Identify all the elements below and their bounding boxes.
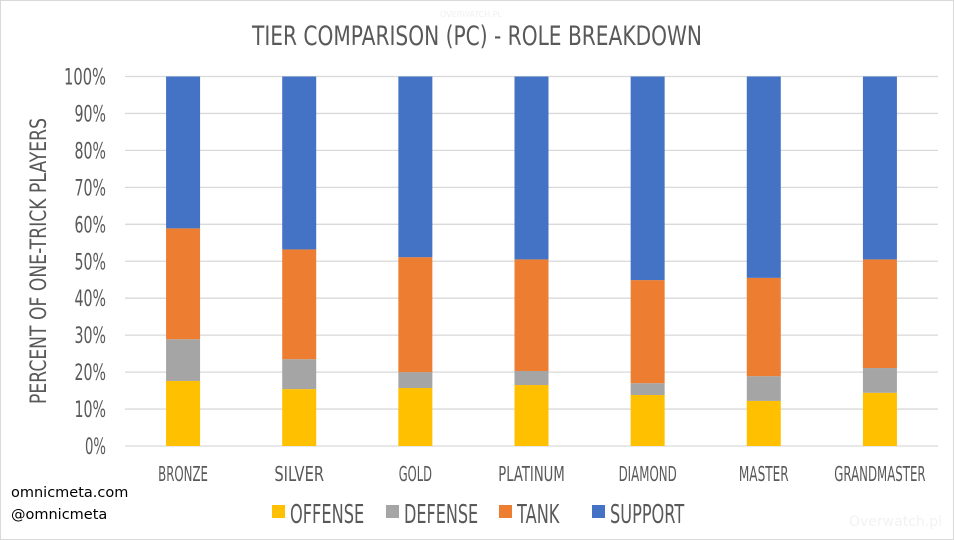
legend-label-defense: DEFENSE [404, 500, 478, 530]
legend-label-support: SUPPORT [610, 500, 684, 530]
y-tick-label: 10% [75, 398, 107, 423]
bar-segment-tank [862, 259, 897, 369]
x-tick-label: DIAMOND [619, 462, 677, 486]
bar-segment-offense [282, 389, 317, 446]
y-tick-label: 30% [75, 324, 107, 349]
x-tick-label: PLATINUM [498, 462, 564, 486]
y-axis-title: PERCENT OF ONE-TRICK PLAYERS [27, 118, 52, 404]
x-tick-label: GRANDMASTER [834, 462, 925, 486]
y-tick-label: 100% [64, 66, 106, 91]
y-tick-label: 70% [75, 176, 107, 201]
bar-segment-support [166, 76, 201, 229]
x-tick-label: BRONZE [158, 462, 208, 486]
x-axis-ticks: BRONZE SILVER GOLD PLATINUM DIAMOND MASTER GRA… [158, 462, 925, 486]
y-tick-label: 50% [75, 250, 107, 275]
bars [166, 76, 897, 446]
bar-segment-defense [862, 368, 897, 393]
bar-segment-support [514, 76, 549, 260]
bar-segment-tank [166, 228, 201, 340]
bar-segment-support [398, 76, 433, 258]
bar-segment-tank [282, 249, 317, 360]
bar-segment-support [862, 76, 897, 260]
chart-title: TIER COMPARISON (PC) - ROLE BREAKDOWN [251, 21, 702, 52]
legend-label-offense: OFFENSE [290, 500, 364, 530]
bar-segment-support [746, 76, 781, 278]
watermark-top: OVERWATCH.PL [440, 10, 502, 19]
y-tick-label: 0% [85, 435, 106, 460]
credit-site: omnicmeta.com [11, 485, 129, 501]
credit-handle: @omnicmeta [11, 507, 108, 523]
y-tick-label: 80% [75, 139, 107, 164]
legend-swatch-offense [272, 505, 285, 518]
bar-segment-offense [746, 400, 781, 446]
x-tick-label: GOLD [399, 462, 432, 486]
bar-segment-support [282, 76, 317, 250]
bar-segment-tank [630, 280, 665, 384]
bar-segment-offense [630, 395, 665, 446]
x-tick-label: SILVER [274, 462, 324, 486]
watermark-bottom-right: Overwatch.pl [849, 514, 942, 530]
bar-segment-defense [282, 359, 317, 390]
bar-segment-defense [630, 383, 665, 396]
y-tick-label: 60% [75, 213, 107, 238]
x-tick-label: MASTER [739, 462, 789, 486]
bar-segment-defense [746, 376, 781, 401]
bar-segment-tank [746, 277, 781, 377]
legend: OFFENSE DEFENSE TANK SUPPORT [272, 500, 684, 530]
bar-segment-offense [862, 392, 897, 446]
bar-segment-offense [398, 387, 433, 446]
legend-label-tank: TANK [516, 500, 560, 530]
y-tick-label: 90% [75, 102, 107, 127]
bar-segment-tank [398, 257, 433, 373]
legend-swatch-tank [499, 505, 512, 518]
bar-segment-defense [166, 339, 201, 381]
bar-segment-support [630, 76, 665, 281]
legend-swatch-defense [386, 505, 399, 518]
bar-segment-offense [166, 380, 201, 446]
bar-segment-defense [398, 372, 433, 388]
y-tick-label: 20% [75, 361, 107, 386]
bar-segment-defense [514, 370, 549, 386]
bar-segment-offense [514, 385, 549, 446]
bar-segment-tank [514, 259, 549, 371]
y-axis-ticks: 0% 10% 20% 30% 40% 50% 60% 70% 80% 90% 100% [64, 66, 106, 461]
y-tick-label: 40% [75, 287, 107, 312]
legend-swatch-support [592, 505, 605, 518]
